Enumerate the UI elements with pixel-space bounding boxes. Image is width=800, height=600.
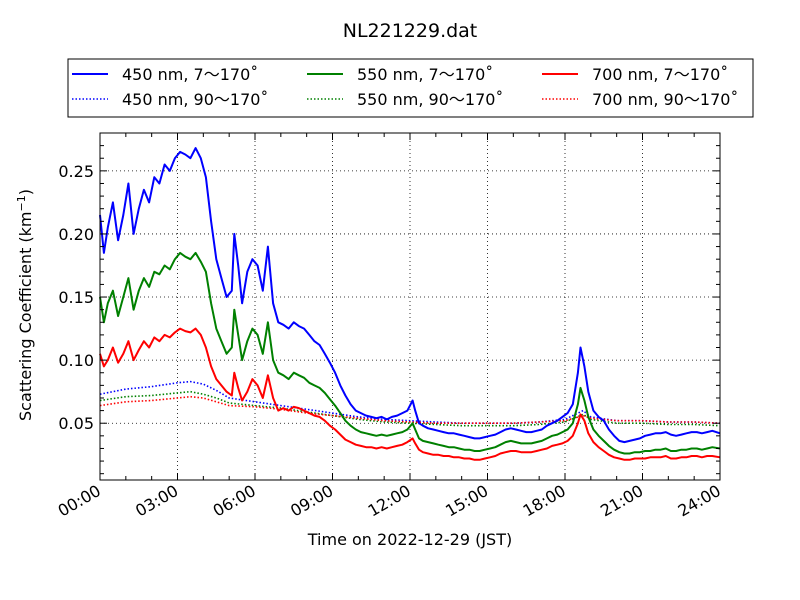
y-tick-label: 0.15 [58,288,94,307]
x-tick-label: 15:00 [442,481,491,521]
ticks [99,132,721,480]
y-tick-label: 0.10 [58,351,94,370]
y-tick-label: 0.25 [58,162,94,181]
x-tick-label: 18:00 [520,481,569,521]
x-tick-label: 09:00 [287,481,336,521]
y-tick-labels: 0.05 0.10 0.15 0.20 0.25 [58,162,94,433]
legend-label: 550 nm, 90～170˚ [357,90,503,109]
legend-label: 700 nm, 7～170˚ [592,65,728,84]
x-tick-labels: 00:00 03:00 06:00 09:00 12:00 15:00 18:00 21:00… [55,481,724,521]
legend: 450 nm, 7～170˚ 450 nm, 90～170˚ 550 nm, 7～1… [67,58,754,118]
y-axis-label-text: Scattering Coefficient (km [16,211,35,421]
x-axis-label: Time on 2022-12-29 (JST) [307,530,512,549]
y-axis-label-close: ) [16,189,35,195]
grid [100,133,720,480]
x-tick-label: 24:00 [675,481,724,521]
y-tick-label: 0.05 [58,414,94,433]
legend-box [67,58,754,118]
y-tick-label: 0.20 [58,225,94,244]
x-tick-label: 21:00 [597,481,646,521]
series-line-450-nm-7-170 [99,147,721,444]
x-tick-label: 12:00 [365,481,414,521]
y-axis-label-exponent: −1 [15,195,28,211]
legend-label: 450 nm, 7～170˚ [122,65,258,84]
legend-label: 700 nm, 90～170˚ [592,90,738,109]
legend-label: 550 nm, 7～170˚ [357,65,493,84]
series-line-700-nm-7-170 [99,327,721,461]
legend-label: 450 nm, 90～170˚ [122,90,268,109]
y-axis-label: Scattering Coefficient (km−1) [15,189,35,421]
x-tick-label: 03:00 [132,481,181,521]
x-tick-label: 06:00 [210,481,259,521]
series-line-450-nm-90-170 [99,380,721,425]
x-tick-label: 00:00 [55,481,104,521]
series-line-550-nm-7-170 [99,251,721,455]
series-layer [99,147,721,461]
plot-area [99,132,721,481]
chart-title: NL221229.dat [343,20,478,42]
